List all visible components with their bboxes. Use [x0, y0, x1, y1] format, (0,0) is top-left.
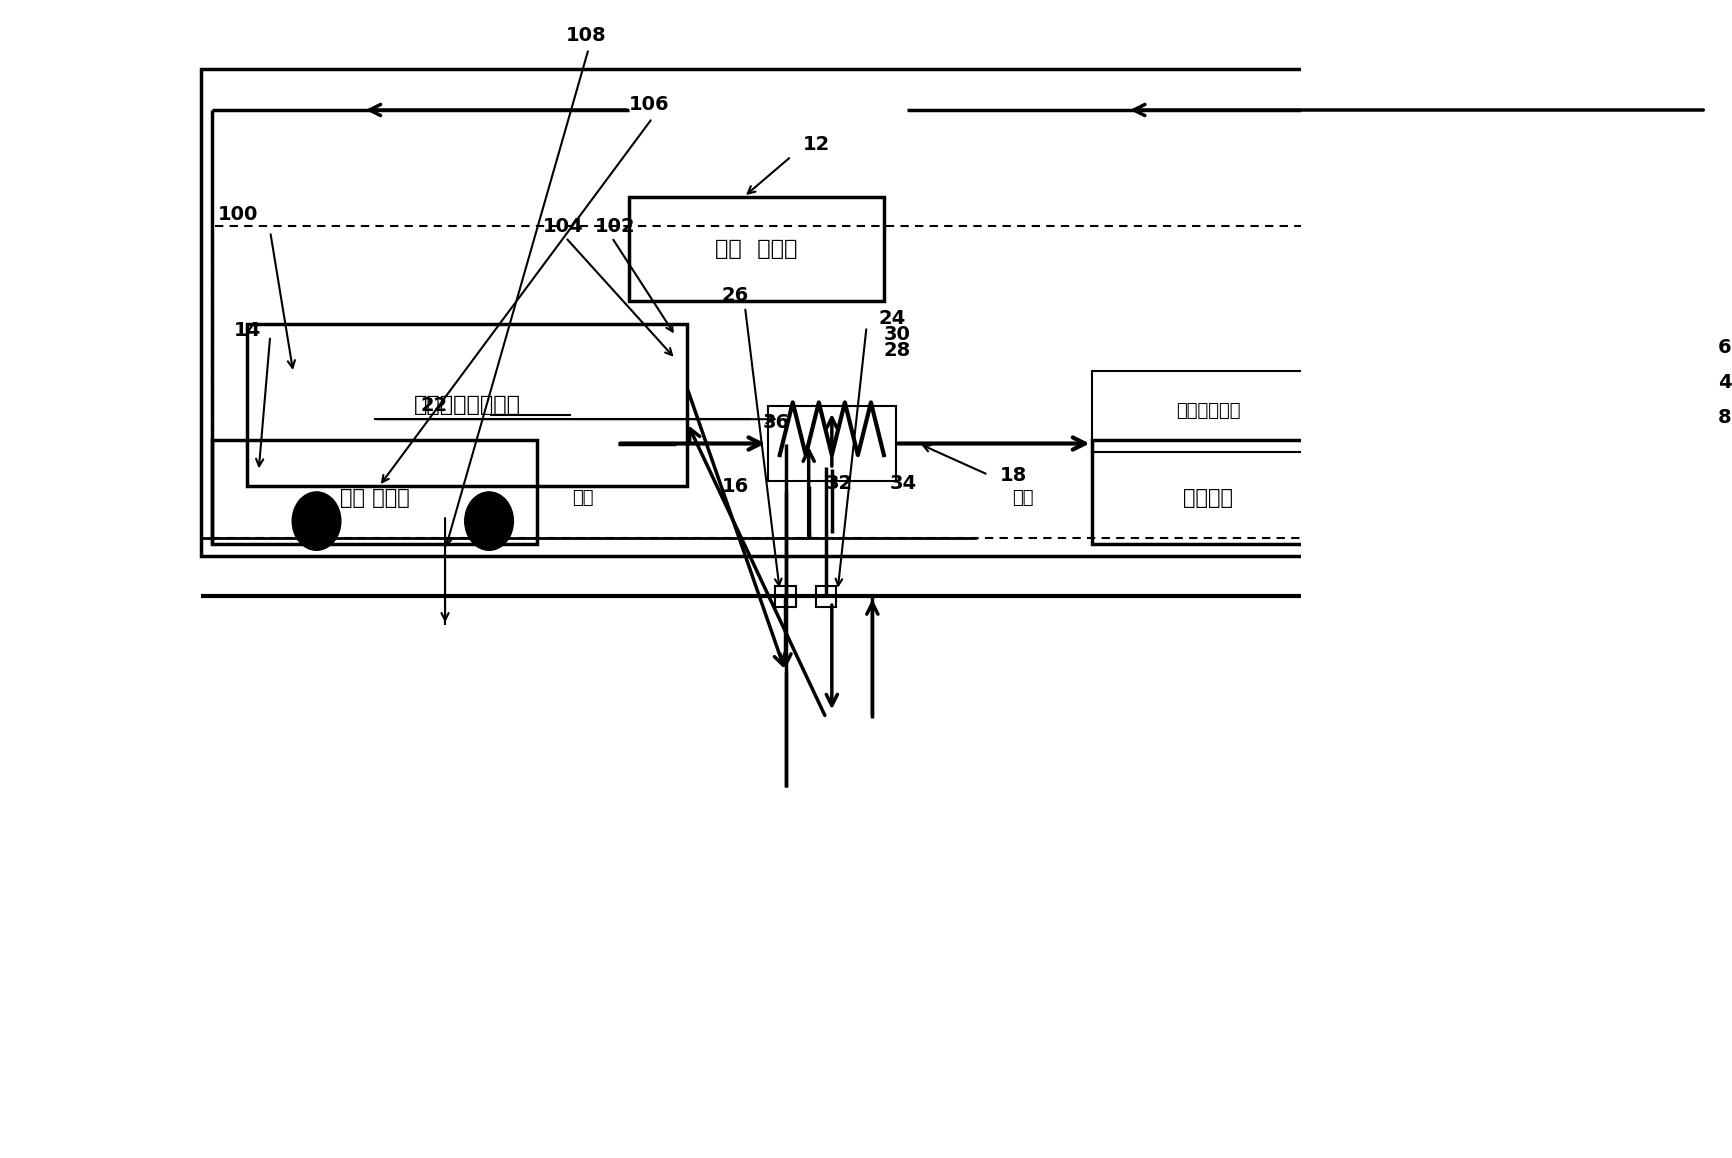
Text: 接通控制设备: 接通控制设备 — [1176, 402, 1240, 420]
Text: 34: 34 — [889, 474, 916, 492]
Text: 接通: 接通 — [572, 489, 594, 507]
Bar — [1091, 440, 1323, 544]
Text: 106: 106 — [629, 95, 670, 113]
Text: 22: 22 — [421, 396, 449, 415]
Text: 108: 108 — [565, 25, 606, 44]
Text: 12: 12 — [802, 135, 830, 154]
Text: 6: 6 — [1716, 338, 1730, 357]
Bar — [201, 69, 1704, 556]
Text: 接通  热负载: 接通 热负载 — [715, 239, 797, 259]
Bar — [213, 226, 1694, 538]
Text: 16: 16 — [722, 477, 748, 496]
Text: 14: 14 — [234, 321, 260, 339]
Text: 辅助液体冷却设备: 辅助液体冷却设备 — [414, 395, 520, 416]
Bar — [629, 197, 883, 301]
Text: 8: 8 — [1716, 408, 1730, 426]
Bar — [816, 586, 837, 607]
Text: 泅， 贮存器: 泅， 贮存器 — [339, 488, 409, 508]
Text: 100: 100 — [218, 205, 258, 223]
Bar — [767, 406, 895, 482]
Ellipse shape — [293, 492, 341, 550]
Bar — [774, 586, 795, 607]
Text: 30: 30 — [883, 325, 911, 344]
Text: 26: 26 — [722, 286, 748, 305]
Text: 32: 32 — [826, 474, 852, 492]
Text: 104: 104 — [542, 217, 582, 235]
Ellipse shape — [464, 492, 513, 550]
Bar — [213, 440, 537, 544]
Bar — [1091, 371, 1323, 452]
Text: 4: 4 — [1716, 373, 1730, 391]
Text: 36: 36 — [762, 413, 790, 432]
Text: 28: 28 — [883, 340, 911, 359]
Text: 102: 102 — [594, 217, 634, 235]
Text: 24: 24 — [878, 309, 904, 328]
Bar — [248, 324, 686, 486]
Text: 接通: 接通 — [1011, 489, 1032, 507]
Text: 制冷设备: 制冷设备 — [1183, 488, 1233, 508]
Text: 18: 18 — [999, 466, 1027, 484]
